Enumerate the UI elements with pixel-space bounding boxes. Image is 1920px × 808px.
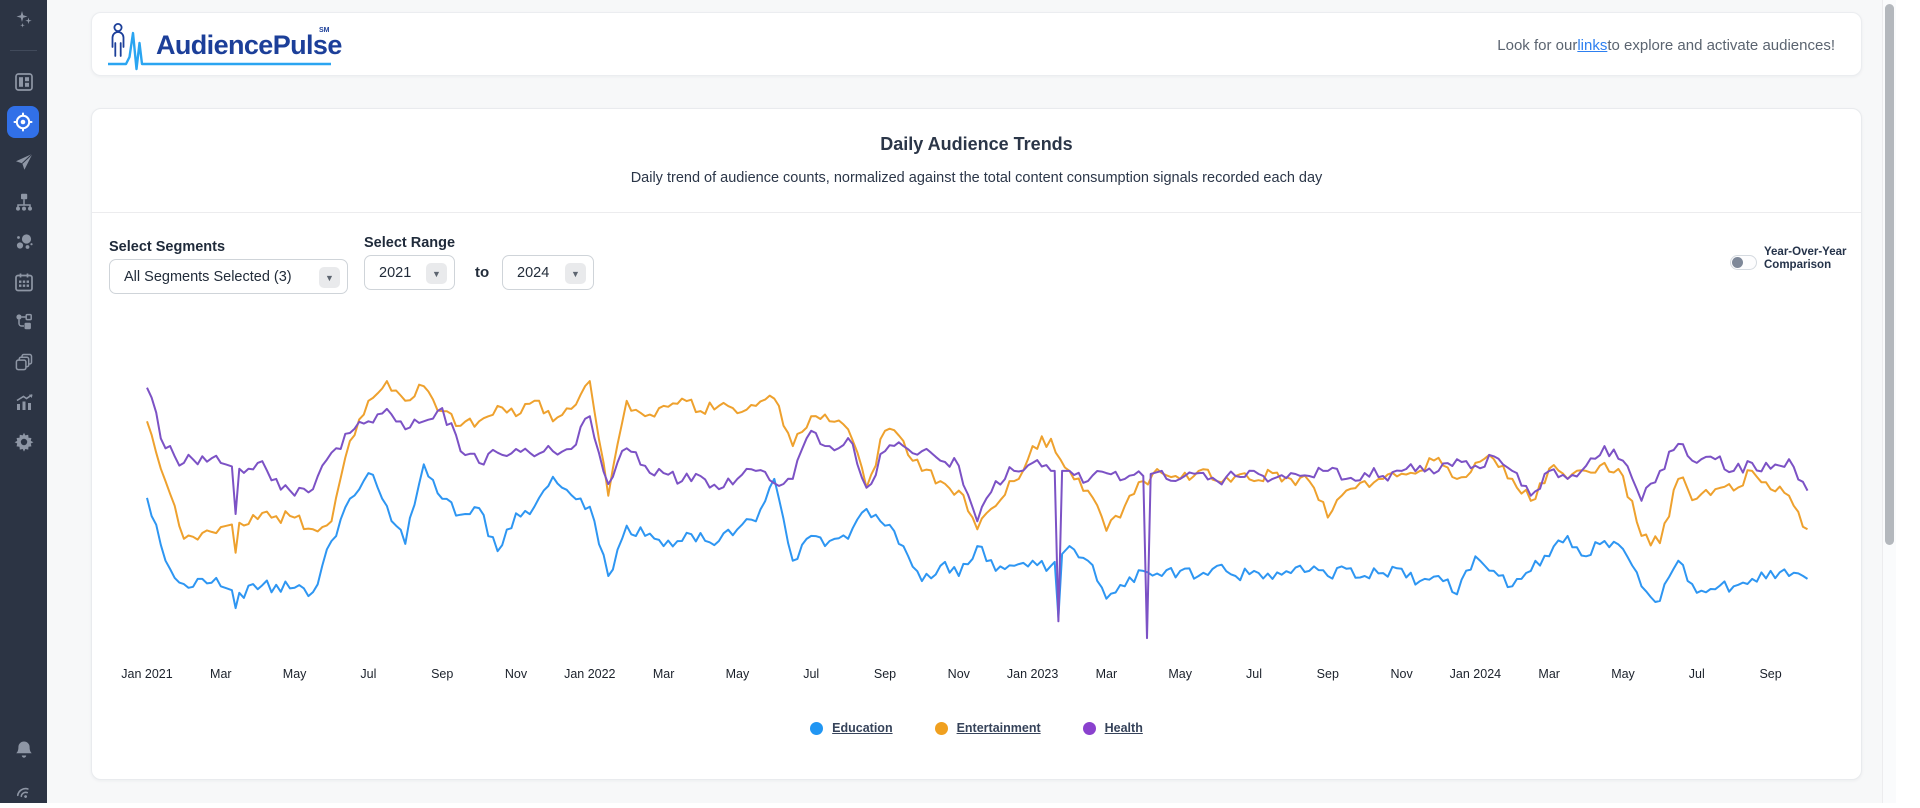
education-legend-dot <box>810 721 824 735</box>
x-axis-tick-label: Nov <box>948 667 971 681</box>
chart-card-header: Daily Audience Trends Daily trend of aud… <box>92 109 1861 213</box>
series-line-entertainment <box>146 380 1808 554</box>
x-axis-tick-label: Jan 2023 <box>1007 667 1058 681</box>
x-axis-tick-label: Sep <box>431 667 453 681</box>
page-title: Daily Audience Trends <box>880 134 1073 154</box>
signal-icon[interactable] <box>0 776 47 808</box>
x-axis-tick-label: Mar <box>653 667 675 681</box>
x-axis-tick-label: Jan 2021 <box>121 667 172 681</box>
x-axis-tick-label: Mar <box>1538 667 1560 681</box>
chevron-down-icon[interactable]: ▼ <box>319 267 340 288</box>
settings-gear-icon[interactable] <box>0 426 47 458</box>
x-axis-tick-label: Sep <box>1759 667 1781 681</box>
toggle-knob[interactable] <box>1732 257 1743 268</box>
select-segments-label: Select Segments <box>109 239 226 255</box>
logo-wordmark: AudiencePulse <box>156 30 342 60</box>
vertical-scrollbar-thumb[interactable] <box>1885 4 1894 545</box>
yoy-label-line1: Year-Over-Year <box>1764 246 1847 258</box>
range-to-dropdown[interactable]: 2024 ▼ <box>502 255 594 290</box>
chart-legend: Education Entertainment Health <box>92 721 1861 735</box>
health-legend-dot <box>1082 721 1096 735</box>
logo-pulse-icon <box>108 23 331 71</box>
series-line-health <box>146 387 1809 640</box>
x-axis-tick-label: Mar <box>1096 667 1118 681</box>
send-icon[interactable] <box>0 146 47 178</box>
x-axis-tick-label: Jul <box>803 667 819 681</box>
explore-links-link[interactable]: links <box>1577 36 1608 54</box>
x-axis-tick-label: May <box>1168 667 1192 681</box>
x-axis-tick-label: May <box>283 667 307 681</box>
segments-dropdown[interactable]: All Segments Selected (3) ▼ <box>109 259 348 294</box>
legend-education-link[interactable]: Education <box>832 721 893 735</box>
yoy-label-line2: Comparison <box>1764 259 1832 271</box>
legend-item-education: Education <box>810 721 893 735</box>
entertainment-legend-dot <box>934 721 948 735</box>
x-axis-tick-label: Jul <box>360 667 376 681</box>
tagline-suffix: to explore and activate audiences! <box>1607 36 1835 54</box>
target-icon <box>13 112 33 132</box>
x-axis-tick-label: Sep <box>1317 667 1339 681</box>
tagline-prefix: Look for our <box>1497 36 1578 54</box>
range-from-value: 2021 <box>379 264 412 281</box>
x-axis-tick-label: Jul <box>1246 667 1262 681</box>
audiencepulse-logo: AudiencePulse SM <box>106 19 342 71</box>
x-axis-tick-label: Sep <box>874 667 896 681</box>
header-tagline: Look for our links to explore and activa… <box>1497 13 1835 77</box>
range-to-value: 2024 <box>517 264 550 281</box>
daily-trends-line-chart: Jan 2021 Mar May Jul Sep Nov Jan 2022 Mar May Jul… <box>121 380 1809 681</box>
x-axis-tick-label: May <box>726 667 750 681</box>
layers-icon[interactable] <box>0 346 47 378</box>
x-axis-tick-label: Nov <box>1390 667 1413 681</box>
sparkles-icon[interactable] <box>0 4 47 36</box>
legend-item-health: Health <box>1082 721 1143 735</box>
bubbles-icon[interactable] <box>0 226 47 258</box>
x-axis-tick-label: Jan 2022 <box>564 667 615 681</box>
sidebar-nav <box>0 0 47 803</box>
x-axis-tick-label: Nov <box>505 667 528 681</box>
segments-dropdown-value: All Segments Selected (3) <box>124 268 292 285</box>
yoy-comparison-label: Year-Over-Year Comparison <box>1764 246 1846 272</box>
calendar-icon[interactable] <box>0 266 47 298</box>
range-from-dropdown[interactable]: 2021 ▼ <box>364 255 455 290</box>
series-line-education <box>146 463 1809 619</box>
legend-item-entertainment: Entertainment <box>934 721 1041 735</box>
logo-sm-mark: SM <box>319 27 330 34</box>
x-axis-tick-label: May <box>1611 667 1635 681</box>
page-subtitle: Daily trend of audience counts, normaliz… <box>630 170 1323 186</box>
x-axis-tick-label: Jul <box>1689 667 1705 681</box>
sitemap-icon[interactable] <box>0 186 47 218</box>
sidebar-divider <box>10 50 37 51</box>
notifications-bell-icon[interactable] <box>0 734 47 766</box>
vertical-scrollbar-track[interactable] <box>1882 0 1896 803</box>
layout-dashboard-icon[interactable] <box>0 66 47 98</box>
daily-audience-trends-card: Daily Audience Trends Daily trend of aud… <box>91 108 1862 780</box>
x-axis-tick-label: Mar <box>210 667 232 681</box>
flow-branch-icon[interactable] <box>0 306 47 338</box>
x-axis-tick-label: Jan 2024 <box>1450 667 1501 681</box>
chevron-down-icon[interactable]: ▼ <box>426 263 447 284</box>
header-bar: AudiencePulse SM Look for our links to e… <box>91 12 1862 76</box>
yoy-comparison-toggle[interactable] <box>1730 255 1757 270</box>
sidebar-item-audiences-active[interactable] <box>7 106 39 138</box>
range-to-word: to <box>475 264 490 281</box>
chart-growth-icon[interactable] <box>0 386 47 418</box>
legend-health-link[interactable]: Health <box>1104 721 1143 735</box>
window-right-margin <box>1896 0 1920 803</box>
chevron-down-icon[interactable]: ▼ <box>565 263 586 284</box>
select-range-label: Select Range <box>364 235 456 251</box>
legend-entertainment-link[interactable]: Entertainment <box>956 721 1041 735</box>
